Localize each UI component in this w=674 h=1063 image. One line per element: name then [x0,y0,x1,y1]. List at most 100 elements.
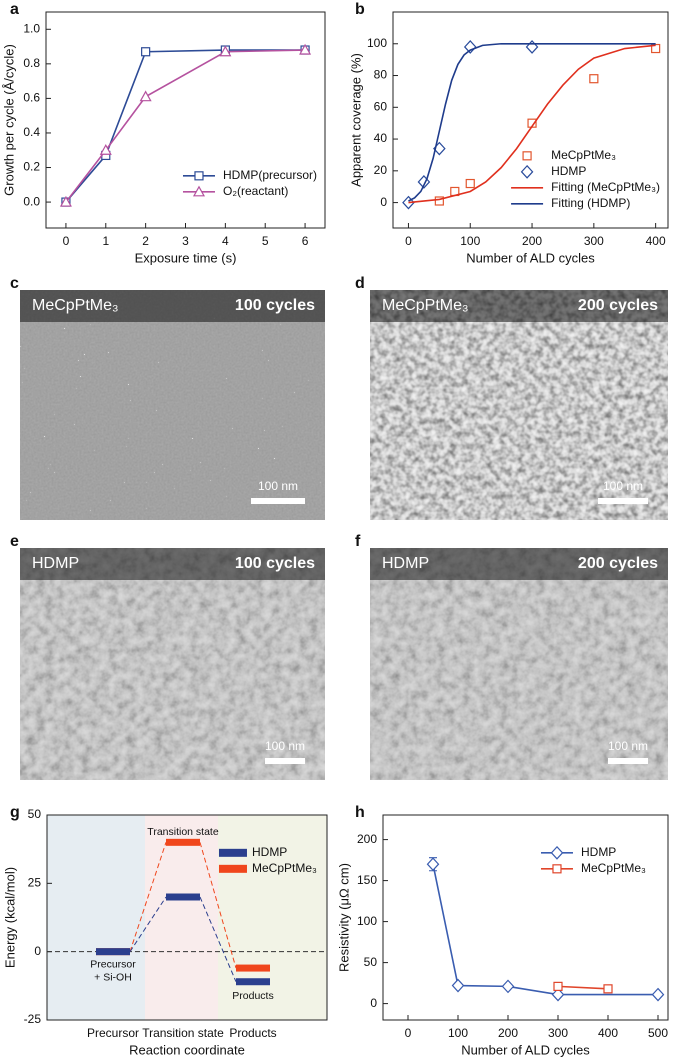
plot-frame [392,11,669,229]
legend: MeCpPtMe₃ HDMP Fitting (MeCpPtMe₃) Fitting … [511,148,660,210]
y-axis-title: Growth per cycle (Å/cycle) [1,44,16,196]
energy-level [236,964,270,972]
region-reactant [47,815,145,1020]
region-transition [145,815,218,1020]
series-line [408,42,656,202]
y-tick-label: 50 [28,807,42,821]
marker [426,857,440,872]
legend-label: HDMP(precursor) [223,168,317,182]
legend-label: MeCpPtMe₃ [551,148,616,162]
x-tick-label: 300 [548,1026,568,1040]
scale-bar [598,498,648,504]
series-line [408,44,656,204]
y-tick-label: 0 [380,195,387,209]
x-tick-label: 4 [222,234,229,248]
y-tick-label: 0.4 [23,125,40,139]
y-tick-label: 0.6 [23,91,40,105]
y-tick-label: 40 [374,131,388,145]
x-tick-label: 100 [460,234,480,248]
y-tick-label: 0.2 [23,160,40,174]
x-tick-label: 200 [522,234,542,248]
panel-letter: a [10,1,19,18]
x-category-label: Transition state [142,1026,224,1040]
scale-bar [608,758,648,764]
legend-symbol [192,185,206,197]
marker [551,987,565,1002]
connector [199,842,237,969]
x-tick-label: 0 [405,234,412,248]
x-category-label: Precursor [87,1026,139,1040]
x-axis-title: Number of ALD cycles [461,1042,590,1057]
image-header-band [370,548,668,580]
marker [99,144,112,155]
scale-bar [251,498,305,504]
legend-label: Fitting (HDMP) [551,196,630,210]
marker [553,981,563,991]
x-axis-title: Reaction coordinate [129,1042,245,1057]
scale-bar-label: 100 nm [265,739,305,753]
marker [299,43,312,55]
annotation: Precursor [90,958,136,970]
legend: HDMP MeCpPtMe₃ [218,845,317,875]
sem-image [20,290,325,520]
marker [434,196,444,206]
precursor-label: HDMP [32,555,79,572]
cycles-label: 100 cycles [235,297,315,314]
panel-letter: d [355,275,365,292]
y-tick-label: 0.8 [23,56,40,70]
image-header-band [20,290,325,322]
x-tick-label: 6 [302,234,309,248]
marker [451,978,465,993]
panel-letter: c [10,275,19,292]
x-tick-label: 2 [142,234,149,248]
image-header-band [370,290,668,322]
y-axis-title: Energy (kcal/mol) [2,867,17,968]
legend-symbol [218,848,247,857]
x-tick-label: 3 [182,234,189,248]
image-header-band [20,548,325,580]
sem-image [370,548,668,780]
y-tick-label: 200 [357,832,377,846]
y-tick-label: 20 [374,163,388,177]
marker [465,178,475,189]
scale-bar [265,758,305,764]
y-tick-label: 0.0 [23,194,40,208]
panel-letter: b [355,1,365,18]
marker [525,40,539,54]
marker [589,74,599,84]
plot-frame [382,814,669,1021]
marker [603,984,613,994]
cycles-label: 200 cycles [578,555,658,572]
x-tick-label: 300 [584,234,604,248]
sem-image [20,548,325,780]
scale-bar-label: 100 nm [608,739,648,753]
y-tick-label: 25 [28,876,42,890]
legend-label: HDMP [551,164,586,178]
x-tick-label: 0 [63,234,70,248]
x-tick-label: 100 [448,1026,468,1040]
energy-level [96,948,130,956]
plot-frame [46,814,328,1021]
y-tick-label: 80 [374,68,388,82]
marker [463,40,477,54]
y-axis-title: Resistivity (μΩ cm) [336,863,351,972]
legend-symbol [552,864,562,874]
panel-letter: h [355,804,365,821]
x-tick-label: 1 [102,234,109,248]
y-tick-label: 100 [367,36,387,50]
marker [141,47,151,57]
panel-letter: g [10,804,20,821]
scale-bar-label: 100 nm [603,479,643,493]
legend-label: HDMP [252,845,287,859]
legend-label: O₂(reactant) [223,184,288,198]
legend-symbol [522,151,532,161]
y-tick-label: 60 [374,99,388,113]
legend-label: MeCpPtMe₃ [581,861,646,875]
energy-level [166,838,200,846]
x-tick-label: 0 [405,1026,412,1040]
marker [417,175,431,189]
legend-symbol [550,845,564,860]
x-axis-title: Exposure time (s) [135,250,237,265]
panel-letter: e [10,533,19,550]
